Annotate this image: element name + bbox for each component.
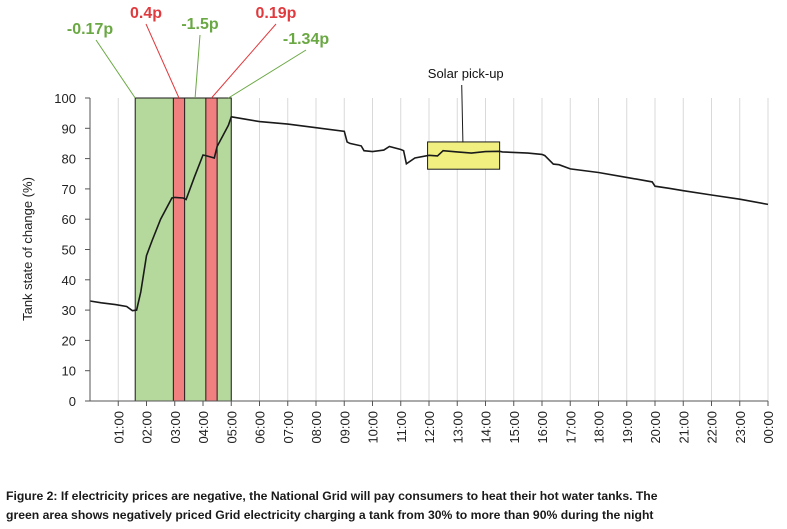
y-tick-label-50: 50	[62, 243, 76, 258]
x-tick-labels: 01:00 02:00 03:00 04:00 05:00 06:00 07:00 08:00…	[111, 401, 776, 444]
y-tick-label-60: 60	[62, 212, 76, 227]
price-labels: -0.17p 0.4p -1.5p 0.19p -1.34p	[67, 5, 329, 48]
x-tick-label-18: 18:00	[592, 411, 607, 444]
price-leader-3	[211, 23, 277, 99]
y-tick-label-30: 30	[62, 303, 76, 318]
figure-caption: Figure 2: If electricity prices are nega…	[6, 487, 781, 525]
price-label-2: -1.5p	[181, 16, 219, 33]
price-label-4: -1.34p	[283, 31, 329, 48]
x-tick-label-14: 14:00	[479, 411, 494, 444]
x-tick-label-2: 02:00	[140, 411, 155, 444]
highlight-region-3	[427, 141, 501, 170]
positive-price-region-1	[172, 97, 186, 402]
x-tick-label-1: 01:00	[111, 411, 126, 444]
y-tick-label-10: 10	[62, 364, 76, 379]
x-tick-label-16: 16:00	[535, 411, 550, 444]
x-tick-label-7: 07:00	[281, 411, 296, 444]
x-tick-label-21: 21:00	[676, 411, 691, 444]
y-axis-label: Tank state of change (%)	[20, 177, 35, 321]
y-tick-label-100: 100	[54, 91, 76, 106]
annotation-leader	[461, 84, 464, 143]
y-tick-label-70: 70	[62, 182, 76, 197]
x-tick-label-11: 11:00	[394, 411, 409, 443]
price-leader-2	[194, 34, 201, 99]
x-tick-label-10: 10:00	[366, 411, 381, 444]
x-tick-label-24: 00:00	[761, 411, 776, 444]
x-tick-label-19: 19:00	[620, 411, 635, 444]
x-tick-label-3: 03:00	[168, 411, 183, 444]
y-tick-label-20: 20	[62, 333, 76, 348]
x-tick-label-17: 17:00	[563, 411, 578, 444]
tank-state-line	[89, 115, 769, 312]
y-tick-label-0: 0	[69, 394, 76, 409]
x-tick-label-23: 23:00	[733, 411, 748, 444]
x-tick-label-9: 09:00	[337, 411, 352, 444]
caption-line-2: green area shows negatively priced Grid …	[6, 508, 654, 522]
x-tick-label-15: 15:00	[507, 411, 522, 444]
tank-state-chart: 0 10 20 30 40 50 60 70 80 90 100 01:00 02:00 03:00 04…	[20, 5, 776, 444]
price-regions	[134, 97, 501, 402]
x-tick-label-13: 13:00	[450, 411, 465, 444]
price-leader-4	[228, 49, 307, 99]
price-leader-lines	[95, 23, 307, 99]
price-label-0: -0.17p	[67, 21, 113, 38]
y-tick-labels: 0 10 20 30 40 50 60 70 80 90 100	[54, 91, 90, 409]
y-tick-label-40: 40	[62, 273, 76, 288]
y-tick-label-90: 90	[62, 121, 76, 136]
annotation-solar-pickup: Solar pick-up	[428, 66, 504, 81]
x-tick-label-6: 06:00	[253, 411, 268, 444]
price-label-1: 0.4p	[130, 5, 162, 22]
x-tick-label-5: 05:00	[224, 411, 239, 444]
caption-line-1: Figure 2: If electricity prices are nega…	[6, 489, 658, 503]
chart-annotations: Solar pick-up	[428, 66, 504, 143]
x-tick-label-12: 12:00	[422, 411, 437, 444]
x-tick-label-4: 04:00	[196, 411, 211, 444]
price-leader-0	[95, 39, 136, 99]
x-tick-label-22: 22:00	[705, 411, 720, 444]
positive-price-region-2	[205, 97, 218, 402]
y-tick-label-80: 80	[62, 152, 76, 167]
x-tick-label-8: 08:00	[309, 411, 324, 444]
x-tick-label-20: 20:00	[648, 411, 663, 444]
price-label-3: 0.19p	[256, 5, 297, 22]
price-leader-1	[145, 23, 180, 99]
